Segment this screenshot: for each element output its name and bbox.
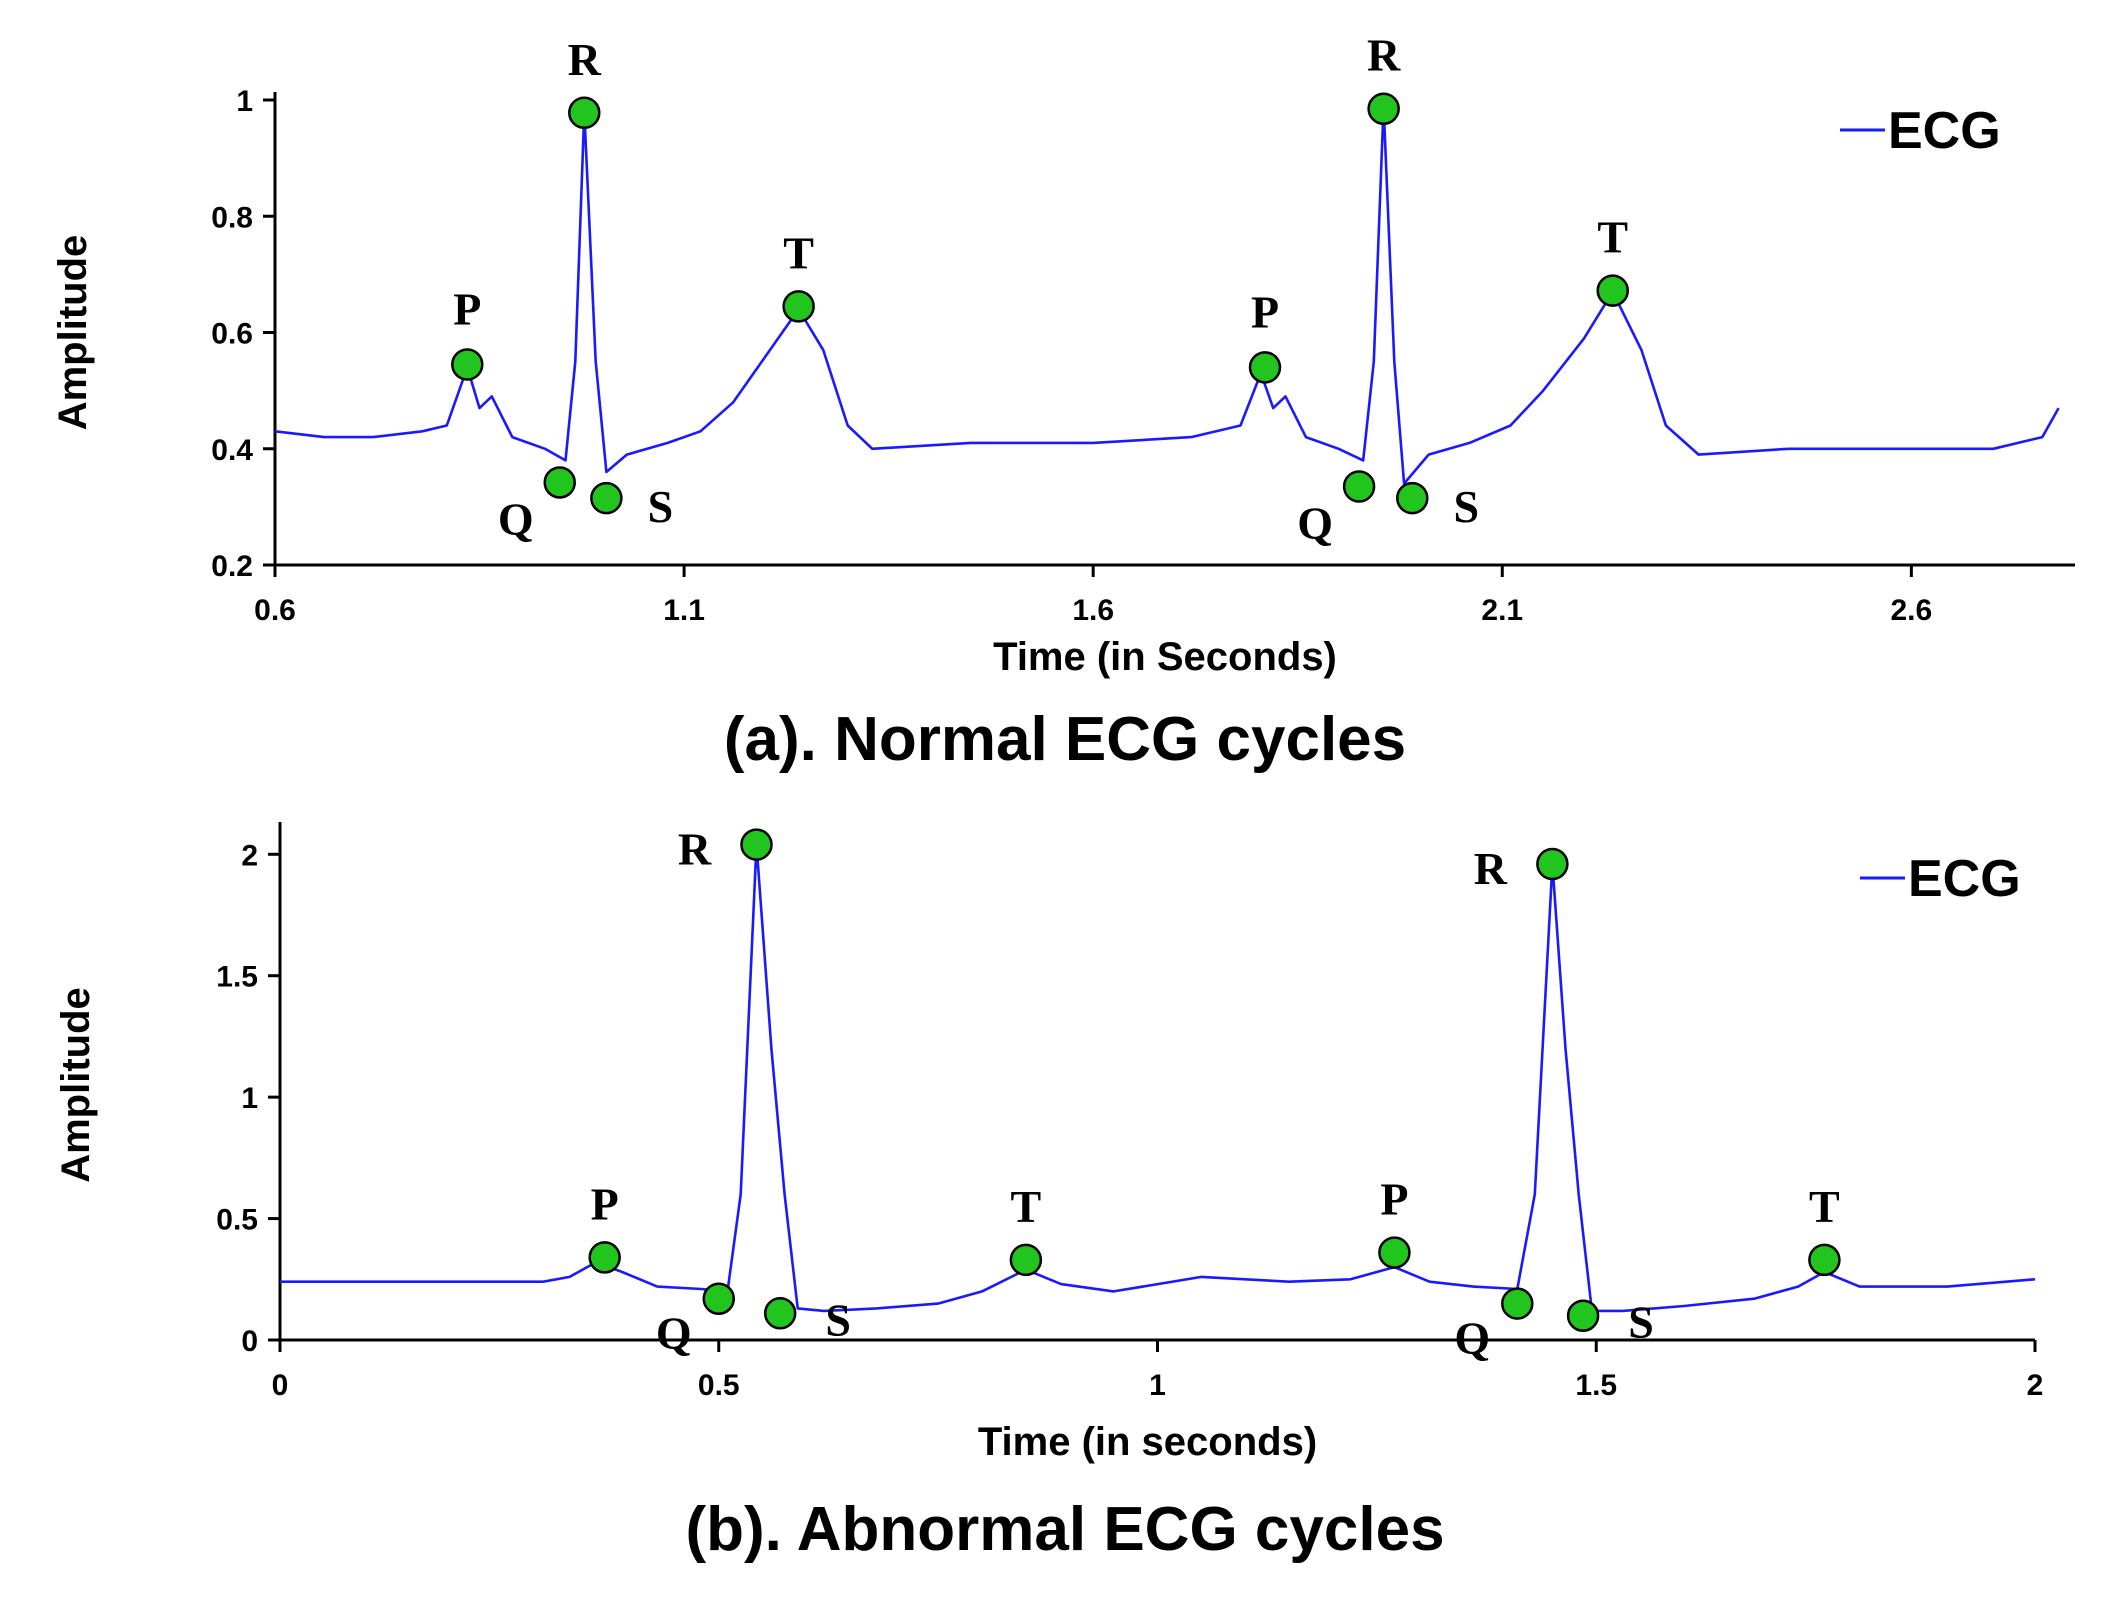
ecg-trace (280, 843, 2036, 1313)
x-tick-label: 2 (2027, 1369, 2044, 1402)
peak-label-r: R (678, 824, 712, 875)
peak-label-p: P (1380, 1174, 1408, 1225)
y-tick-label: 0.6 (211, 318, 253, 351)
peak-marker-s (763, 1297, 797, 1330)
panel-caption: (b). Abnormal ECG cycles (685, 1495, 1444, 1564)
peak-label-r: R (1474, 843, 1508, 894)
peak-marker-s (590, 481, 623, 515)
peak-label-p: P (591, 1178, 619, 1229)
peak-label-p: P (453, 283, 481, 334)
x-tick-label: 1.5 (1575, 1369, 1617, 1402)
peak-marker-r (1367, 92, 1400, 125)
x-tick-label: 0 (272, 1369, 289, 1402)
peak-marker-t (1808, 1243, 1841, 1277)
y-tick-label: 0.4 (211, 434, 253, 467)
x-axis-title: Time (in Seconds) (993, 635, 1337, 679)
y-tick-label: 2 (241, 839, 258, 872)
peak-marker-q (1501, 1287, 1534, 1320)
peak-marker-q (702, 1282, 735, 1315)
y-tick-label: 0.8 (211, 201, 253, 234)
peak-marker-p (588, 1241, 621, 1274)
peak-marker-q (543, 466, 576, 499)
x-tick-label: 2.1 (1481, 594, 1523, 627)
peak-label-r: R (568, 34, 602, 85)
y-tick-label: 0.2 (211, 550, 253, 583)
y-tick-label: 1 (236, 85, 253, 118)
y-tick-label: 0 (241, 1325, 258, 1358)
peak-marker-t (782, 290, 815, 323)
peak-marker-t (1009, 1243, 1043, 1277)
peak-label-q: Q (1297, 498, 1333, 549)
y-tick-label: 1 (241, 1082, 258, 1115)
peak-label-s: S (648, 481, 674, 532)
panel-caption: (a). Normal ECG cycles (724, 705, 1406, 774)
x-tick-label: 0.6 (254, 594, 296, 627)
peak-label-t: T (1809, 1181, 1840, 1232)
peak-marker-p (451, 348, 484, 381)
peak-label-q: Q (656, 1308, 692, 1359)
peak-marker-p (1378, 1236, 1411, 1269)
ecg-trace (274, 104, 2060, 485)
peak-marker-t (1596, 274, 1629, 307)
x-tick-label: 1 (1149, 1369, 1166, 1402)
panel-abnormal-ecg: 0 0.5 1 1.5 2 0 0.5 1 1.5 2 Amplitude Time (in seco… (54, 822, 2043, 1564)
peak-label-s: S (825, 1294, 851, 1345)
peak-marker-s (1566, 1299, 1600, 1332)
x-tick-label: 1.1 (663, 594, 705, 627)
peak-label-t: T (783, 227, 814, 278)
y-axis-title: Amplitude (54, 987, 98, 1183)
x-tick-label: 0.5 (698, 1369, 740, 1402)
x-tick-label: 2.6 (1891, 594, 1933, 627)
peak-marker-s (1396, 481, 1429, 515)
peak-marker-r (740, 828, 773, 861)
y-axis-title: Amplitude (51, 235, 95, 431)
peak-label-s: S (1628, 1297, 1654, 1348)
peak-label-t: T (1597, 212, 1628, 263)
panel-normal-ecg: 0.2 0.4 0.6 0.8 1 0.6 1.1 1.6 2.1 2.6 Amplitude Tim… (51, 30, 2075, 774)
peak-marker-q (1342, 470, 1376, 503)
peak-marker-r (1536, 847, 1569, 881)
legend-label: ECG (1888, 102, 2001, 160)
peak-label-r: R (1367, 30, 1401, 81)
peak-label-q: Q (1454, 1313, 1490, 1364)
peak-label-s: S (1453, 481, 1479, 532)
x-axis-title: Time (in seconds) (978, 1420, 1317, 1464)
y-tick-label: 0.5 (216, 1204, 258, 1237)
peak-marker-p (1248, 351, 1282, 384)
y-tick-label: 1.5 (216, 961, 258, 994)
peak-label-p: P (1251, 286, 1279, 337)
legend-label: ECG (1908, 850, 2021, 908)
peak-label-q: Q (498, 493, 534, 544)
x-tick-label: 1.6 (1072, 594, 1114, 627)
peak-marker-r (568, 96, 601, 130)
peak-label-t: T (1011, 1181, 1042, 1232)
